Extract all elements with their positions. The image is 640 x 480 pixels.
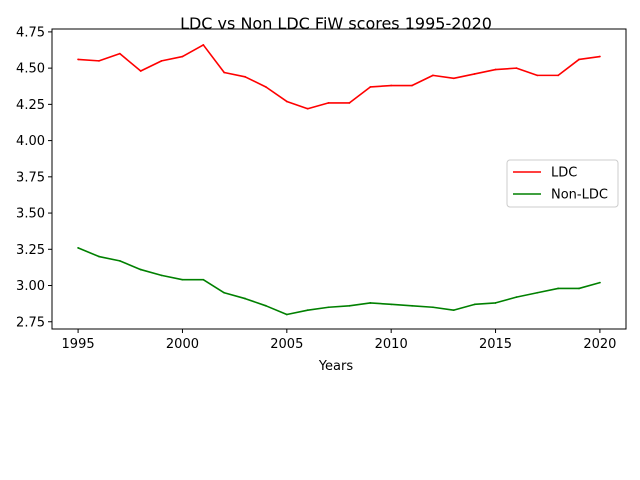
data-point: [285, 100, 288, 103]
data-point: [118, 259, 121, 262]
data-point: [348, 102, 351, 104]
data-point: [244, 75, 246, 78]
data-point: [327, 306, 330, 309]
series-layer: [77, 44, 601, 316]
data-point: [390, 303, 393, 306]
data-point: [77, 246, 79, 249]
data-point: [515, 296, 518, 299]
y-tick-label: 4.50: [16, 62, 45, 77]
y-tick-label: 3.75: [16, 170, 45, 185]
plot-area: 1995 2000 2005 2010 2015 2020 2.75 3.00 3.25 3.5…: [16, 25, 627, 352]
data-point: [432, 306, 434, 309]
series-line: [78, 44, 601, 110]
data-point: [452, 309, 455, 312]
data-point: [473, 73, 476, 75]
x-axis-ticks: 1995 2000 2005 2010 2015 2020: [62, 329, 616, 352]
data-point: [494, 302, 497, 304]
legend-label: LDC: [551, 166, 577, 181]
data-point: [160, 274, 163, 277]
data-point: [411, 84, 413, 87]
y-axis-ticks: 2.75 3.00 3.25 3.50 3.75 4.00 4.25 4.50 4.75: [16, 25, 52, 330]
data-point: [223, 71, 226, 74]
data-point: [473, 303, 476, 306]
data-point: [557, 287, 560, 290]
series-line: [77, 247, 601, 316]
x-axis-title: Years: [318, 359, 354, 374]
data-point: [265, 86, 267, 88]
data-point: [557, 74, 560, 77]
data-point: [578, 58, 580, 61]
x-tick-label: 2005: [270, 337, 303, 352]
data-point: [98, 59, 100, 62]
data-point: [160, 59, 163, 62]
x-tick-label: 2000: [166, 337, 199, 352]
y-tick-label: 3.50: [16, 207, 45, 222]
data-point: [265, 304, 267, 307]
series-ldc: [77, 44, 601, 110]
y-tick-label: 3.25: [16, 243, 45, 258]
y-tick-label: 4.25: [16, 98, 45, 113]
data-point: [118, 52, 121, 55]
y-tick-label: 4.00: [16, 134, 45, 149]
data-point: [369, 86, 372, 88]
data-point: [452, 77, 455, 80]
data-point: [578, 287, 580, 290]
x-tick-label: 1995: [62, 337, 95, 352]
data-point: [202, 278, 205, 281]
data-point: [77, 58, 79, 61]
data-point: [494, 68, 497, 71]
data-point: [411, 304, 413, 307]
data-point: [536, 74, 539, 77]
data-point: [306, 309, 309, 312]
data-point: [327, 102, 330, 104]
data-point: [139, 70, 142, 72]
legend-label: Non-LDC: [551, 188, 608, 203]
data-point: [202, 44, 205, 46]
axes-frame: [51, 28, 627, 330]
x-tick-label: 2010: [375, 337, 408, 352]
data-point: [285, 313, 288, 316]
data-point: [515, 67, 518, 70]
data-point: [306, 107, 309, 110]
data-point: [223, 291, 226, 294]
data-point: [181, 278, 184, 281]
data-point: [599, 281, 601, 284]
y-tick-label: 2.75: [16, 315, 45, 330]
data-point: [390, 84, 393, 87]
data-point: [369, 302, 372, 304]
y-tick-label: 3.00: [16, 279, 45, 294]
data-point: [98, 255, 100, 258]
legend: LDC Non-LDC: [506, 159, 619, 208]
x-tick-label: 2015: [479, 337, 512, 352]
data-point: [432, 74, 434, 77]
y-tick-label: 4.75: [16, 25, 45, 40]
series-non-ldc: [77, 246, 601, 316]
data-point: [181, 55, 184, 58]
data-point: [599, 55, 601, 58]
x-tick-label: 2020: [583, 337, 616, 352]
data-point: [348, 304, 351, 307]
data-point: [244, 297, 246, 300]
chart-title: LDC vs Non LDC FiW scores 1995-2020: [180, 14, 492, 33]
data-point: [536, 291, 539, 294]
data-point: [139, 268, 142, 271]
